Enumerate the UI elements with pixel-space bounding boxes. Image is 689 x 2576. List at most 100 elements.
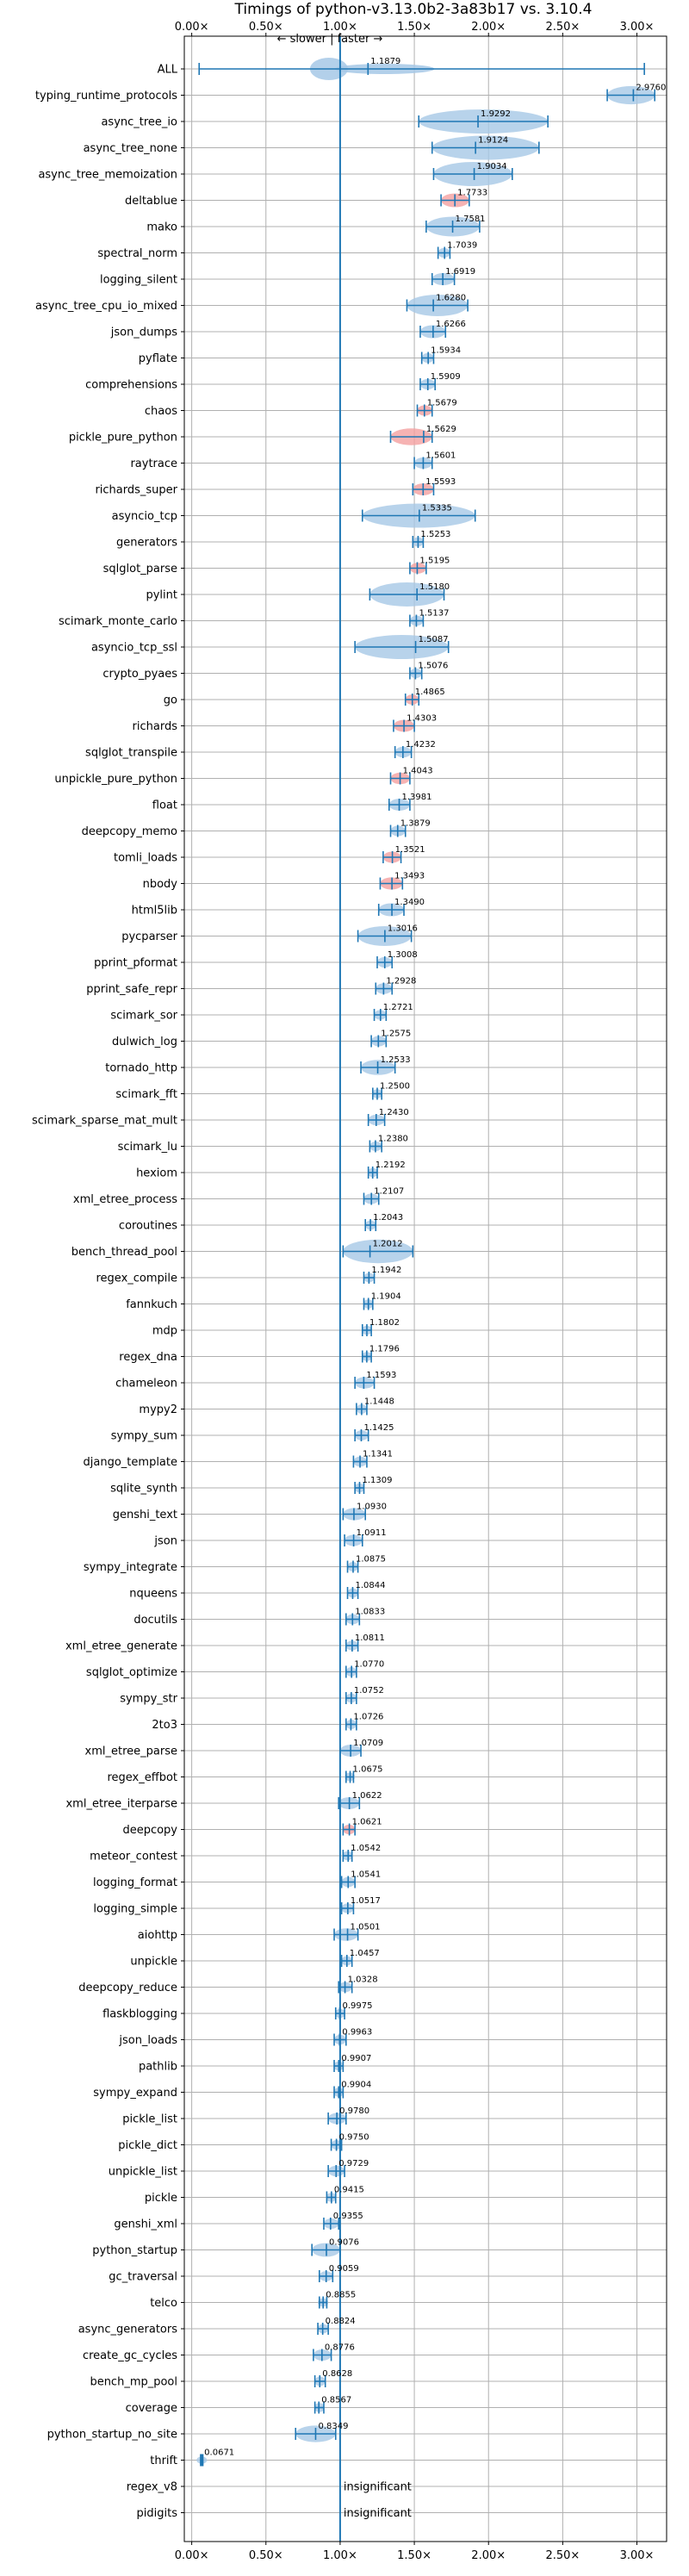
benchmark-label: pidigits <box>137 2507 178 2520</box>
value-label: 1.5593 <box>425 477 456 487</box>
value-label: 1.4303 <box>407 714 437 724</box>
benchmark-label: async_tree_none <box>84 142 177 155</box>
x-tick-label-bottom: 2.50× <box>545 2549 580 2562</box>
value-label: 0.9415 <box>334 2186 364 2195</box>
value-label: 1.1879 <box>370 57 400 66</box>
benchmark-label: asyncio_tcp_ssl <box>91 642 177 655</box>
benchmark-label: xml_etree_iterparse <box>65 1798 177 1811</box>
value-label: 1.2928 <box>386 977 416 986</box>
value-label: 1.1904 <box>371 1292 401 1302</box>
benchmark-label: async_tree_memoization <box>38 169 177 182</box>
benchmark-label: coroutines <box>119 1220 177 1233</box>
value-label: 1.2192 <box>376 1160 406 1170</box>
benchmark-label: fannkuch <box>126 1298 177 1311</box>
value-label: 1.2043 <box>373 1213 403 1223</box>
direction-annotation: ← slower | faster → <box>277 33 383 46</box>
value-label: 0.0671 <box>204 2448 234 2458</box>
value-label: 1.3008 <box>388 950 418 960</box>
benchmark-label: crypto_pyaes <box>102 668 177 681</box>
value-label: 0.9729 <box>338 2159 369 2168</box>
benchmark-label: pickle_dict <box>118 2139 177 2152</box>
benchmark-label: xml_etree_process <box>73 1193 177 1206</box>
benchmark-label: sqlglot_parse <box>103 563 177 576</box>
insignificant-label: insignificant <box>344 2507 412 2520</box>
value-label: 0.9076 <box>329 2238 359 2248</box>
benchmark-label: dulwich_log <box>112 1036 177 1048</box>
grid-layer <box>181 33 667 2545</box>
value-label: 0.9355 <box>333 2212 363 2221</box>
benchmark-label: nqueens <box>129 1588 177 1601</box>
insignificant-label: insignificant <box>344 2481 412 2494</box>
value-label: 1.5137 <box>419 609 449 619</box>
benchmark-label: regex_compile <box>96 1272 177 1285</box>
benchmark-label: spectral_norm <box>97 247 177 260</box>
benchmark-label: deepcopy_reduce <box>78 1982 177 1994</box>
x-tick-label-top: 3.00× <box>620 21 655 34</box>
benchmark-label: mako <box>146 221 177 234</box>
value-label: 1.3981 <box>402 793 432 802</box>
benchmark-label: scimark_lu <box>118 1141 177 1154</box>
range-bar-layer <box>198 63 656 2467</box>
value-label: 1.0752 <box>354 1686 384 1696</box>
value-label: 1.0875 <box>356 1555 386 1565</box>
benchmark-label: xml_etree_generate <box>65 1640 177 1653</box>
benchmark-label: pickle_list <box>122 2113 177 2126</box>
value-label: 1.2107 <box>374 1187 404 1197</box>
benchmark-label: async_tree_io <box>101 116 177 129</box>
value-label: 1.0726 <box>353 1713 383 1722</box>
benchmark-label: pyflate <box>139 352 177 365</box>
benchmark-label: deepcopy_memo <box>82 825 177 838</box>
value-label: 1.7039 <box>447 241 477 251</box>
value-label: 0.8855 <box>326 2291 356 2300</box>
plot-frame <box>183 35 667 2542</box>
value-label: 1.9124 <box>478 136 508 146</box>
value-label: 1.1796 <box>369 1345 400 1354</box>
benchmark-label: pycparser <box>121 930 177 943</box>
value-label: 1.2575 <box>381 1030 411 1039</box>
benchmark-label: aiohttp <box>138 1929 177 1942</box>
benchmark-label: pathlib <box>139 2061 177 2074</box>
benchmark-label: gc_traversal <box>109 2271 177 2284</box>
benchmark-label: unpickle <box>130 1956 177 1969</box>
value-label: 1.0844 <box>355 1581 385 1590</box>
value-label: 1.0542 <box>351 1844 381 1853</box>
benchmark-label: thrift <box>150 2455 177 2467</box>
value-label: 1.5629 <box>426 425 456 434</box>
value-label: 1.9292 <box>481 109 511 119</box>
benchmark-label: mdp <box>152 1325 177 1338</box>
value-label: 1.5934 <box>431 346 461 356</box>
benchmark-label: chameleon <box>115 1378 177 1391</box>
benchmark-label: json_loads <box>118 2034 177 2047</box>
benchmark-label: python_startup_no_site <box>47 2429 177 2442</box>
value-label: 1.1942 <box>371 1266 401 1275</box>
benchmark-label: float <box>152 800 177 812</box>
x-tick-label-bottom: 1.00× <box>323 2549 357 2562</box>
value-label: 1.0770 <box>354 1660 384 1670</box>
x-tick-label-top: 1.50× <box>397 21 431 34</box>
value-label: 1.3016 <box>388 924 418 934</box>
value-label: 1.6919 <box>445 267 475 277</box>
value-label: 1.1802 <box>369 1318 400 1328</box>
benchmark-label: async_tree_cpu_io_mixed <box>35 300 177 313</box>
value-label: 1.2430 <box>379 1108 409 1117</box>
benchmark-label: hexiom <box>136 1167 177 1180</box>
value-label: 0.9907 <box>341 2054 371 2063</box>
benchmark-label: tomli_loads <box>114 852 177 865</box>
benchmark-label: pylint <box>146 589 177 602</box>
benchmark-label: typing_runtime_protocols <box>35 90 177 103</box>
value-label: 1.2533 <box>381 1055 411 1065</box>
x-tick-label-top: 1.00× <box>323 21 357 34</box>
benchmark-label: nbody <box>143 878 178 891</box>
value-label: 2.9760 <box>636 84 666 93</box>
x-tick-label-bottom: 2.00× <box>471 2549 506 2562</box>
benchmark-label: asyncio_tcp <box>112 510 177 523</box>
value-label: 1.0541 <box>351 1870 381 1880</box>
benchmark-label: flaskblogging <box>102 2008 177 2021</box>
value-label: 1.0517 <box>351 1896 381 1906</box>
value-label: 1.0328 <box>348 1976 378 1985</box>
x-tick-label-bottom: 1.50× <box>397 2549 431 2562</box>
benchmark-label: go <box>164 694 177 707</box>
benchmark-label: scimark_sparse_mat_mult <box>32 1115 177 1128</box>
benchmark-label: pickle_pure_python <box>69 432 177 445</box>
value-label: 1.7581 <box>456 215 486 224</box>
